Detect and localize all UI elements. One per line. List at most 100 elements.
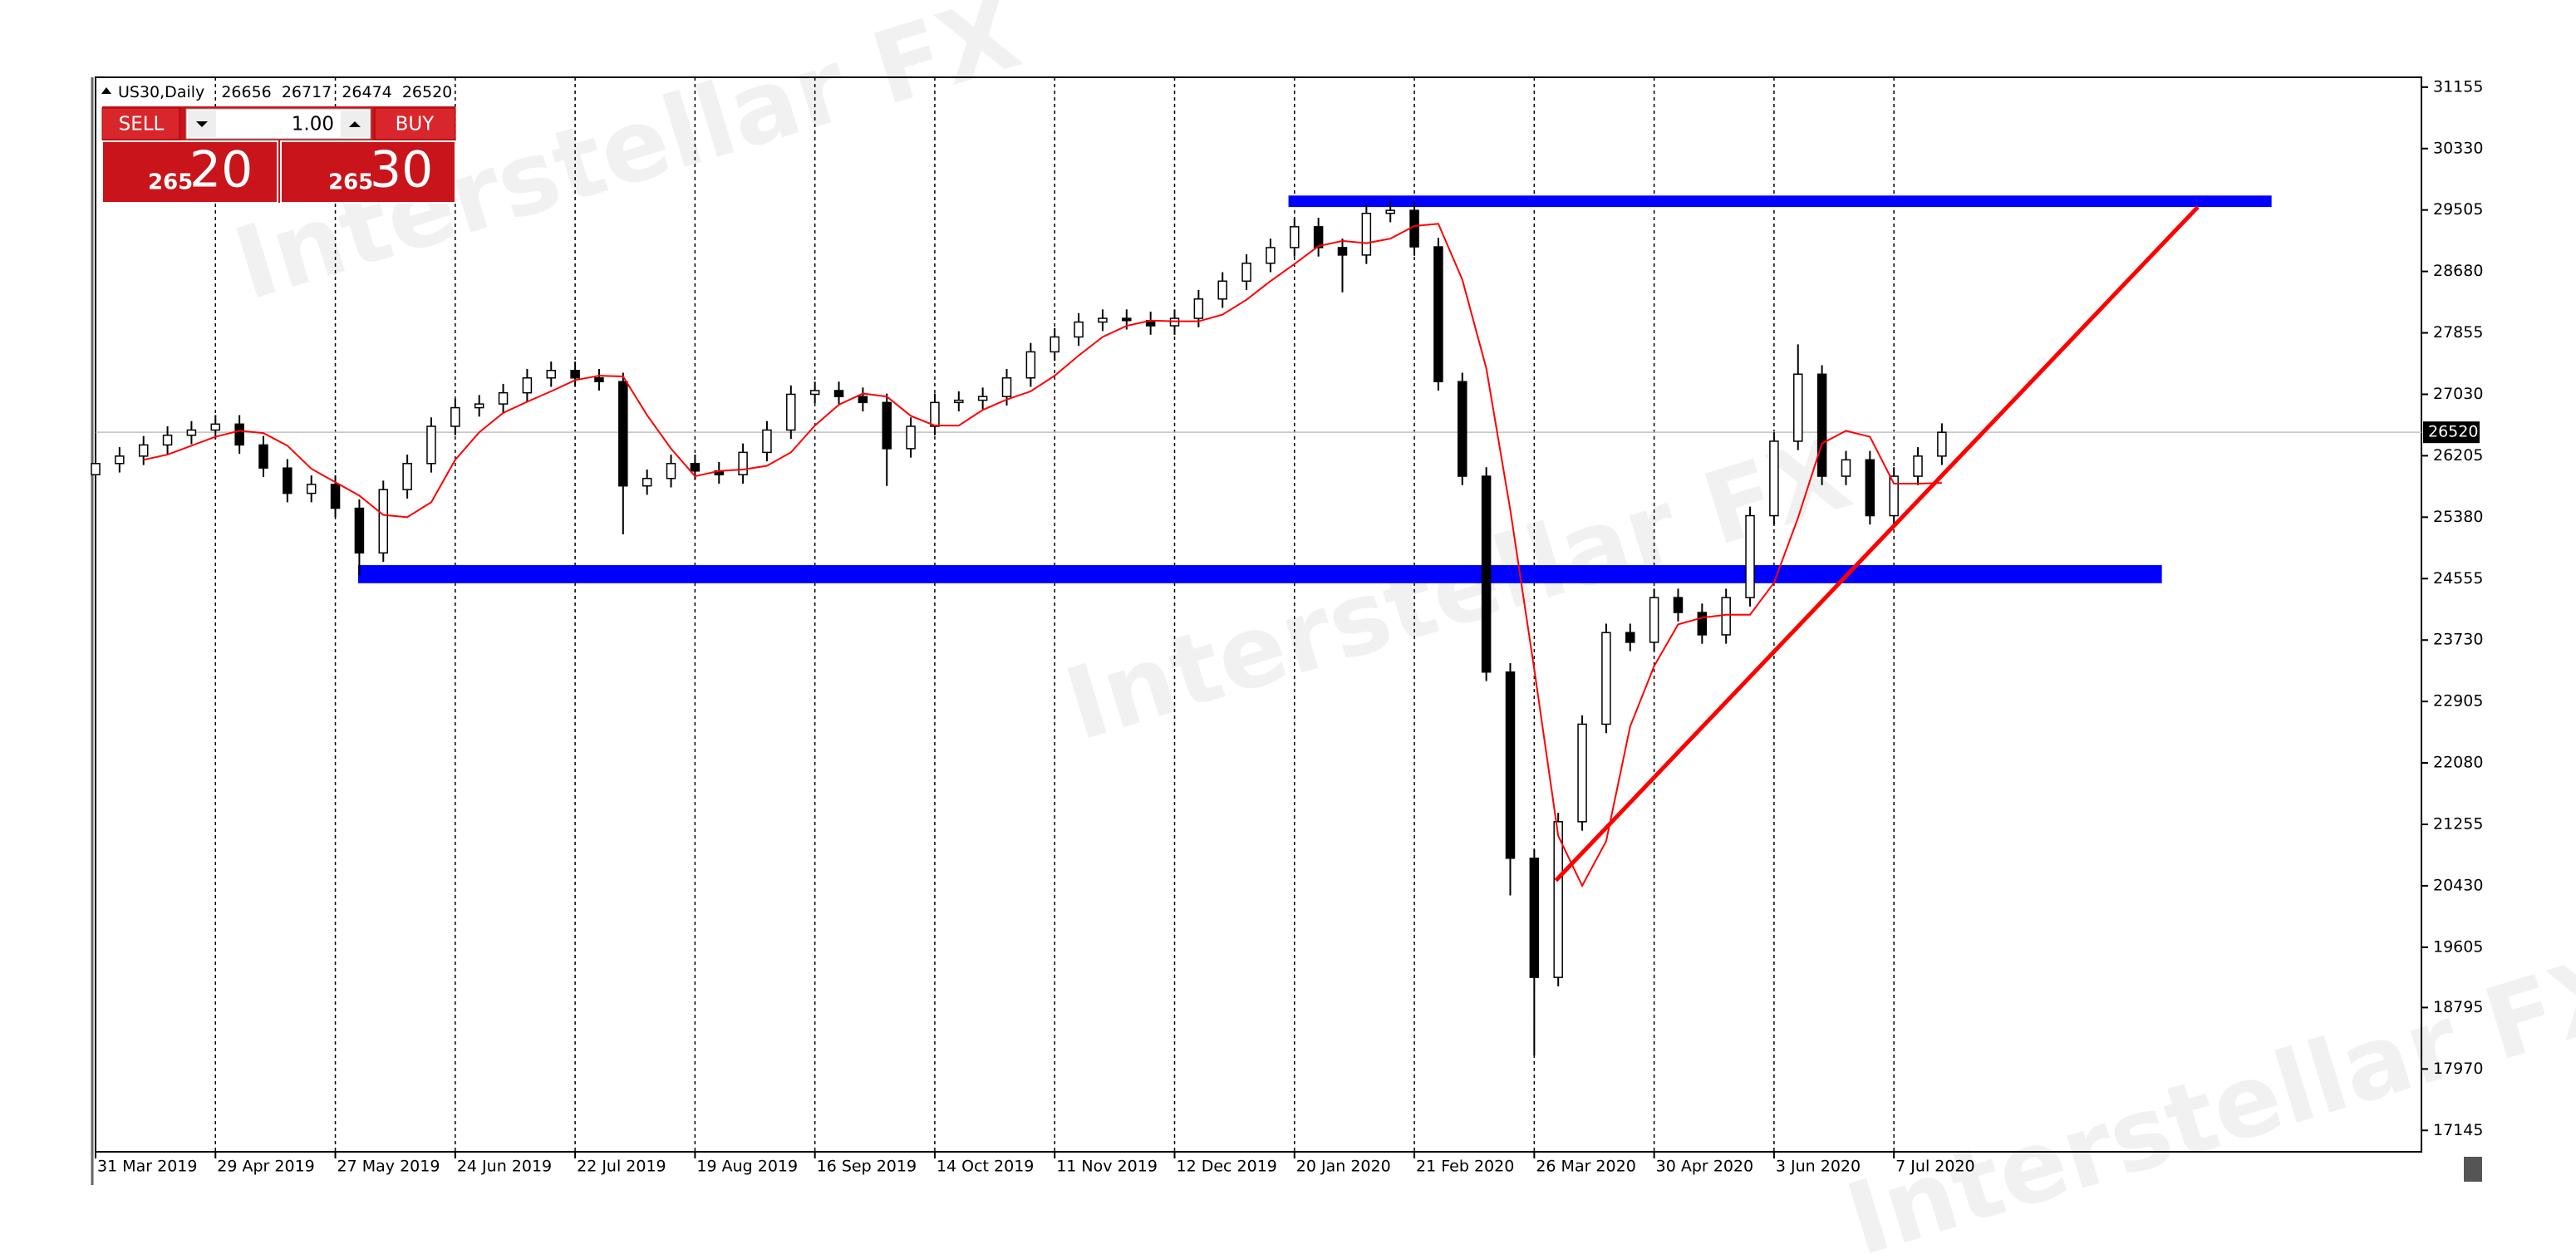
- candle-body: [1290, 226, 1300, 248]
- candle-body: [1553, 821, 1563, 978]
- lot-input[interactable]: [185, 108, 371, 140]
- candle-body: [666, 463, 676, 479]
- x-tick-label: 29 Apr 2019: [217, 1158, 314, 1176]
- candle-body: [1577, 723, 1587, 823]
- candle-body: [402, 463, 412, 490]
- bid-box[interactable]: [101, 140, 278, 204]
- candle-body: [1793, 373, 1803, 442]
- chart-header: US30,Daily 26656 26717 26474 26520: [101, 83, 452, 101]
- candle-body: [258, 444, 268, 469]
- y-tick-label: 19605: [2433, 937, 2483, 956]
- candle-body: [1937, 431, 1947, 457]
- candle-body: [858, 396, 868, 404]
- candle-body: [1337, 247, 1348, 256]
- y-tick-label: 25380: [2433, 508, 2483, 526]
- symbol: US30,Daily: [118, 83, 204, 101]
- candle-body: [1074, 321, 1084, 338]
- price-zone: [357, 565, 2162, 583]
- candle-body: [378, 489, 389, 554]
- candle-body: [1841, 459, 1851, 477]
- candle-body: [1193, 298, 1204, 319]
- ask-box[interactable]: [280, 140, 456, 204]
- trendline: [1554, 205, 2200, 883]
- y-tick-label: 29505: [2433, 200, 2483, 219]
- x-tick-label: 20 Jan 2020: [1296, 1158, 1391, 1176]
- candle-body: [546, 370, 557, 379]
- candle-body: [426, 425, 436, 465]
- candle-body: [1481, 475, 1492, 673]
- candle-body: [809, 390, 820, 396]
- y-tick-label: 27855: [2433, 323, 2483, 342]
- candle-body: [1625, 632, 1635, 643]
- y-tick-label: 24555: [2433, 569, 2483, 588]
- x-tick-label: 21 Feb 2020: [1416, 1158, 1514, 1176]
- candle-body: [138, 444, 149, 457]
- candle-body: [833, 390, 844, 397]
- sell-label: SELL: [119, 114, 165, 135]
- candle-body: [283, 467, 293, 494]
- x-tick-label: 22 Jul 2019: [577, 1158, 666, 1176]
- candle-body: [594, 377, 604, 382]
- candle-body: [738, 451, 748, 476]
- candle-body: [115, 455, 125, 465]
- y-tick-label: 27030: [2433, 385, 2483, 403]
- bid-big: 265: [148, 170, 193, 195]
- candle-body: [1721, 597, 1731, 636]
- candle-body: [1313, 226, 1324, 248]
- buy-label: BUY: [396, 114, 435, 135]
- candle-body: [690, 463, 701, 472]
- plot-frame: [95, 76, 2422, 1153]
- candle-body: [1865, 459, 1875, 517]
- price-label: 26520: [2428, 423, 2478, 441]
- candle-body: [354, 507, 365, 554]
- y-tick-label: 22080: [2433, 754, 2483, 772]
- price-label-bg: [2423, 421, 2480, 444]
- header-high: 26717: [282, 83, 332, 101]
- candle-body: [1816, 373, 1827, 477]
- x-tick-label: 16 Sep 2019: [817, 1158, 917, 1176]
- header-close: 26520: [402, 83, 452, 101]
- candle-body: [1433, 246, 1443, 382]
- chart-header-text: US30,Daily 26656 26717 26474 26520: [118, 83, 452, 101]
- ask-big: 265: [328, 170, 373, 195]
- sell-button[interactable]: [101, 107, 180, 140]
- candle-body: [618, 381, 628, 487]
- x-tick-label: 31 Mar 2019: [97, 1158, 197, 1176]
- candle-body: [162, 435, 173, 446]
- x-tick-label: 26 Mar 2020: [1536, 1158, 1635, 1176]
- candle-body: [186, 429, 197, 436]
- candle-body: [306, 484, 317, 494]
- candle-body: [234, 423, 244, 446]
- candle-body: [498, 391, 509, 405]
- candle-body: [1889, 475, 1899, 517]
- watermarks: Interstellar FX Interstellar FX Interste…: [222, 0, 2576, 1254]
- buy-button[interactable]: [374, 107, 456, 140]
- ask-small: 30: [370, 141, 433, 199]
- x-tick-label: 7 Jul 2020: [1895, 1158, 1974, 1176]
- candle-body: [882, 401, 892, 450]
- candle-body: [906, 425, 916, 450]
- candle-body: [210, 423, 221, 431]
- candle-body: [762, 429, 772, 454]
- candle-body: [930, 401, 940, 427]
- candle-body: [1361, 212, 1372, 256]
- x-tick-label: 27 May 2019: [337, 1158, 440, 1176]
- candle-body: [1505, 671, 1516, 859]
- trade-panel: SELL 1.00 BUY 265 20 265 30: [101, 106, 456, 204]
- candle-body: [1001, 377, 1012, 397]
- y-tick-label: 20430: [2433, 876, 2483, 894]
- candle-body: [1458, 381, 1467, 477]
- scroll-icon[interactable]: [2464, 1157, 2482, 1182]
- candle-body: [330, 484, 341, 509]
- candle-body: [1122, 317, 1132, 322]
- candle-body: [786, 393, 796, 431]
- candle-body: [1217, 280, 1227, 300]
- y-tick-label: 17145: [2433, 1121, 2483, 1139]
- candle-body: [1385, 209, 1395, 214]
- candle-body: [1649, 597, 1659, 643]
- candle-body: [522, 377, 533, 394]
- candle-body: [1098, 317, 1108, 323]
- plot-area: 31 Mar 2019 29 Apr 2019 27 May 2019 24 Jun …: [91, 76, 2483, 1185]
